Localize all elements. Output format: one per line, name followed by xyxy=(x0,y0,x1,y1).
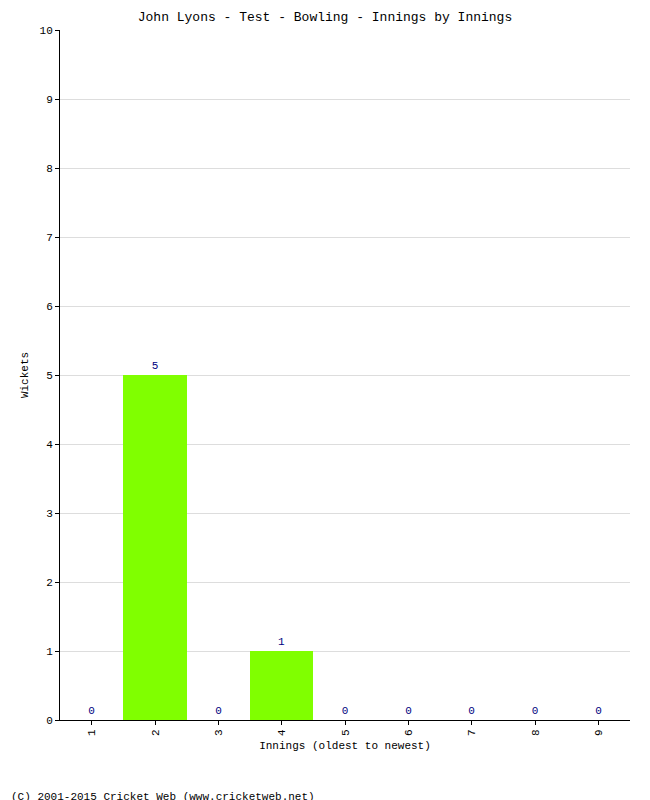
svg-text:6: 6 xyxy=(46,301,53,313)
svg-text:9: 9 xyxy=(46,94,53,106)
svg-text:7: 7 xyxy=(466,729,478,736)
svg-text:Innings (oldest to newest): Innings (oldest to newest) xyxy=(259,740,431,752)
svg-text:6: 6 xyxy=(403,729,415,736)
svg-text:0: 0 xyxy=(405,705,412,717)
svg-text:8: 8 xyxy=(46,163,53,175)
svg-text:1: 1 xyxy=(86,729,98,736)
svg-text:5: 5 xyxy=(340,729,352,736)
svg-text:9: 9 xyxy=(593,729,605,736)
svg-text:3: 3 xyxy=(213,729,225,736)
svg-text:8: 8 xyxy=(530,729,542,736)
svg-text:1: 1 xyxy=(46,646,53,658)
svg-text:4: 4 xyxy=(46,439,53,451)
svg-text:(C) 2001-2015 Cricket Web (www: (C) 2001-2015 Cricket Web (www.cricketwe… xyxy=(11,791,315,800)
svg-text:0: 0 xyxy=(215,705,222,717)
svg-text:5: 5 xyxy=(152,360,159,372)
svg-text:5: 5 xyxy=(46,370,53,382)
svg-text:John Lyons - Test - Bowling -: John Lyons - Test - Bowling - Innings by… xyxy=(138,10,512,25)
svg-text:1: 1 xyxy=(278,636,285,648)
svg-text:Wickets: Wickets xyxy=(19,352,31,398)
svg-text:0: 0 xyxy=(595,705,602,717)
svg-text:0: 0 xyxy=(46,715,53,727)
svg-text:0: 0 xyxy=(342,705,349,717)
svg-text:0: 0 xyxy=(468,705,475,717)
svg-text:0: 0 xyxy=(532,705,539,717)
svg-text:0: 0 xyxy=(88,705,95,717)
svg-text:4: 4 xyxy=(276,729,288,736)
svg-text:3: 3 xyxy=(46,508,53,520)
svg-text:7: 7 xyxy=(46,232,53,244)
svg-text:2: 2 xyxy=(46,577,53,589)
svg-text:10: 10 xyxy=(40,25,53,37)
svg-text:2: 2 xyxy=(150,729,162,736)
